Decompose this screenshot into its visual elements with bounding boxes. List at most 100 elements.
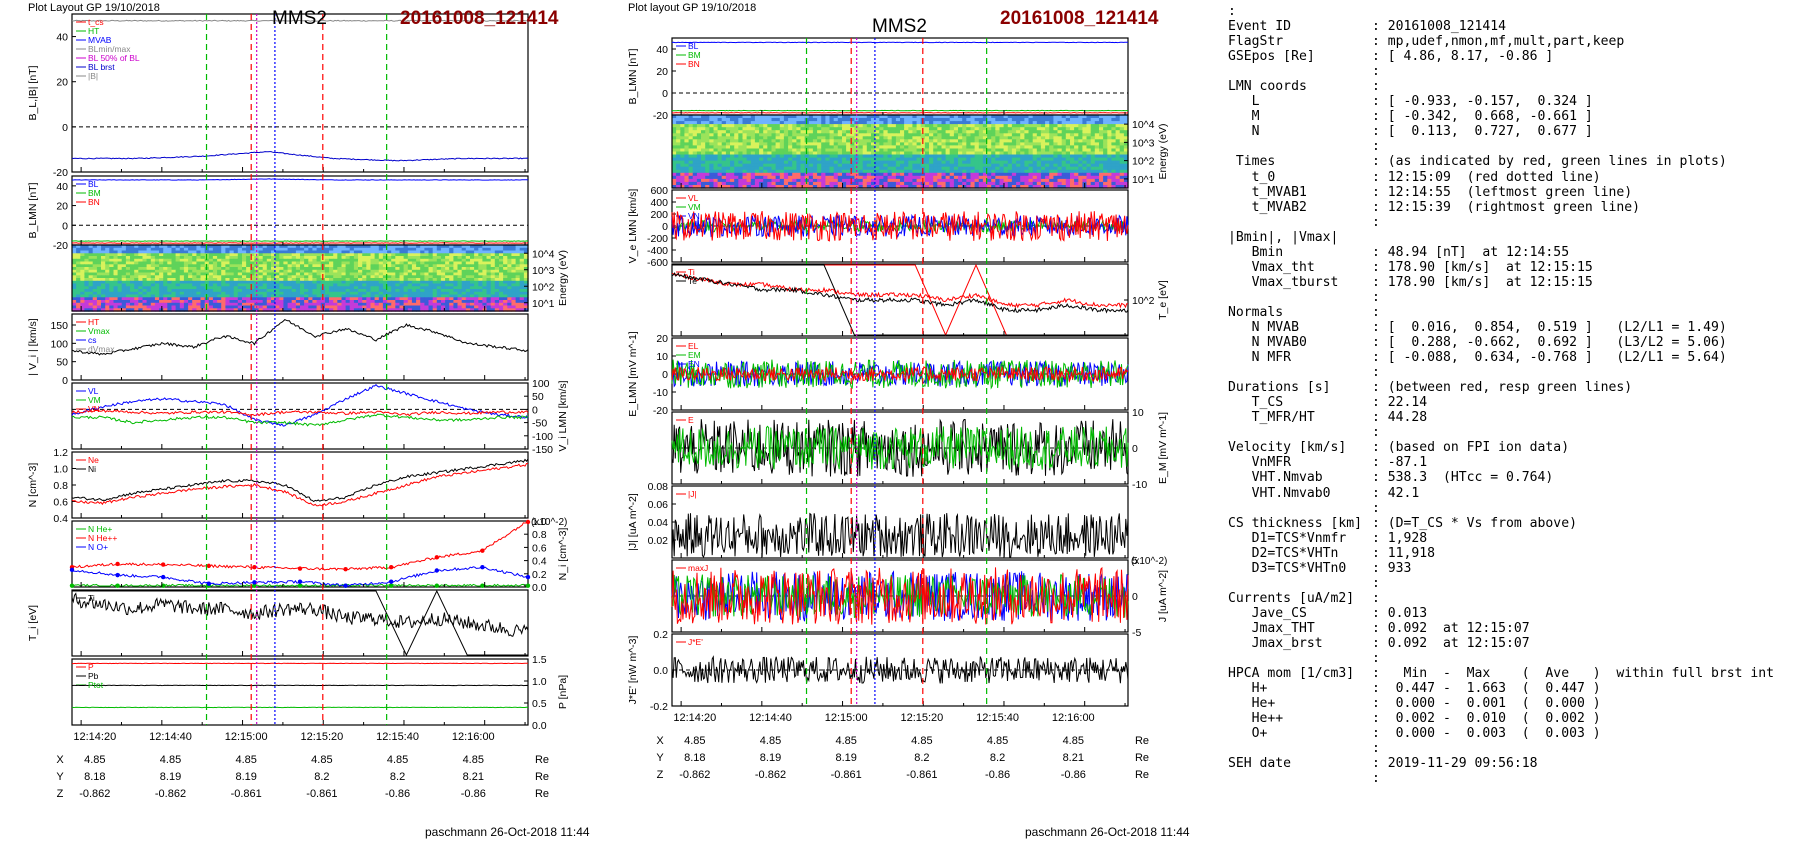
heatmap-cell xyxy=(507,264,512,268)
heatmap-cell xyxy=(1086,133,1092,137)
heatmap-cell xyxy=(688,169,694,174)
y-tick-label: -20 xyxy=(53,240,68,252)
heatmap-cell xyxy=(416,272,421,276)
heatmap-cell xyxy=(411,269,417,274)
heatmap-cell xyxy=(316,283,322,287)
heatmap-cell xyxy=(688,151,694,156)
heatmap-cell xyxy=(499,247,504,252)
heatmap-cell xyxy=(378,272,384,276)
heatmap-cell xyxy=(482,267,488,271)
heatmap-cell xyxy=(672,166,677,171)
heatmap-cell xyxy=(333,297,338,301)
heatmap-cell xyxy=(883,118,889,122)
heatmap-cell xyxy=(1115,127,1121,131)
heatmap-cell xyxy=(258,261,264,265)
heatmap-cell xyxy=(146,297,152,301)
heatmap-cell xyxy=(200,297,206,301)
heatmap-cell xyxy=(275,300,280,304)
legend-label: BL xyxy=(688,41,699,51)
heatmap-cell xyxy=(254,247,260,252)
y-axis-label: N [cm^-3] xyxy=(27,463,39,508)
heatmap-cell xyxy=(304,283,309,287)
heatmap-cell xyxy=(1094,145,1100,149)
heatmap-cell xyxy=(900,148,905,153)
heatmap-cell xyxy=(403,302,409,307)
heatmap-cell xyxy=(688,160,694,165)
heatmap-cell xyxy=(821,121,826,125)
heatmap-cell xyxy=(759,130,764,134)
heatmap-cell xyxy=(1016,124,1021,128)
heatmap-cell xyxy=(507,280,512,285)
heatmap-cell xyxy=(465,302,471,307)
heatmap-cell xyxy=(817,118,822,122)
heatmap-cell xyxy=(121,267,127,271)
heatmap-cell xyxy=(945,115,951,119)
heatmap-cell xyxy=(403,245,409,249)
legend-label: BM xyxy=(88,188,101,198)
heatmap-cell xyxy=(825,157,831,162)
heatmap-cell xyxy=(974,115,980,119)
heatmap-cell xyxy=(701,127,706,131)
heatmap-cell xyxy=(142,291,148,296)
heatmap-cell xyxy=(974,151,980,156)
heatmap-cell xyxy=(125,280,131,285)
heatmap-cell xyxy=(883,136,889,140)
heatmap-cell xyxy=(900,136,905,140)
heatmap-cell xyxy=(676,151,681,156)
heatmap-cell xyxy=(304,250,309,254)
heatmap-cell xyxy=(796,154,802,159)
heatmap-cell xyxy=(507,297,512,301)
heatmap-cell xyxy=(324,300,330,304)
heatmap-cell xyxy=(308,280,313,285)
heatmap-cell xyxy=(349,275,355,279)
heatmap-cell xyxy=(717,124,723,128)
heatmap-cell xyxy=(101,300,106,304)
panel-left-3 xyxy=(71,244,529,312)
heatmap-cell xyxy=(763,145,768,149)
heatmap-cell xyxy=(420,280,425,285)
heatmap-cell xyxy=(308,286,313,290)
heatmap-cell xyxy=(362,300,367,304)
y-tick-label: 0.5 xyxy=(532,698,547,710)
heatmap-cell xyxy=(523,278,529,282)
heatmap-cell xyxy=(279,247,284,252)
heatmap-cell xyxy=(432,286,438,290)
heatmap-cell xyxy=(891,124,897,128)
heatmap-cell xyxy=(403,305,409,309)
heatmap-cell xyxy=(837,115,843,119)
heatmap-cell xyxy=(754,127,760,131)
heatmap-cell xyxy=(212,302,218,307)
heatmap-cell xyxy=(949,115,955,119)
heatmap-cell xyxy=(403,291,409,296)
heatmap-cell xyxy=(411,302,417,307)
heatmap-cell xyxy=(490,253,496,257)
heatmap-cell xyxy=(109,305,114,309)
heatmap-cell xyxy=(871,124,876,128)
heatmap-cell xyxy=(453,250,459,254)
heatmap-cell xyxy=(76,305,81,309)
heatmap-cell xyxy=(154,305,160,309)
heatmap-cell xyxy=(416,289,421,293)
heatmap-cell xyxy=(730,127,735,131)
heatmap-cell xyxy=(1074,160,1079,165)
heatmap-cell xyxy=(1024,133,1030,137)
heatmap-cell xyxy=(204,261,210,265)
heatmap-cell xyxy=(440,291,446,296)
heatmap-cell xyxy=(440,253,446,257)
heatmap-cell xyxy=(672,148,677,153)
heatmap-cell xyxy=(283,294,289,298)
heatmap-cell xyxy=(1065,151,1071,156)
heatmap-cell xyxy=(101,297,106,301)
heatmap-cell xyxy=(982,130,988,134)
heatmap-cell xyxy=(833,118,839,122)
heatmap-cell xyxy=(453,258,459,263)
heatmap-cell xyxy=(1065,142,1071,146)
heatmap-cell xyxy=(72,269,77,274)
heatmap-cell xyxy=(312,261,318,265)
heatmap-cell xyxy=(445,250,450,254)
heatmap-cell xyxy=(912,115,918,119)
heatmap-cell xyxy=(494,297,500,301)
heatmap-cell xyxy=(353,308,359,312)
heatmap-cell xyxy=(494,275,500,279)
heatmap-cell xyxy=(349,291,355,296)
